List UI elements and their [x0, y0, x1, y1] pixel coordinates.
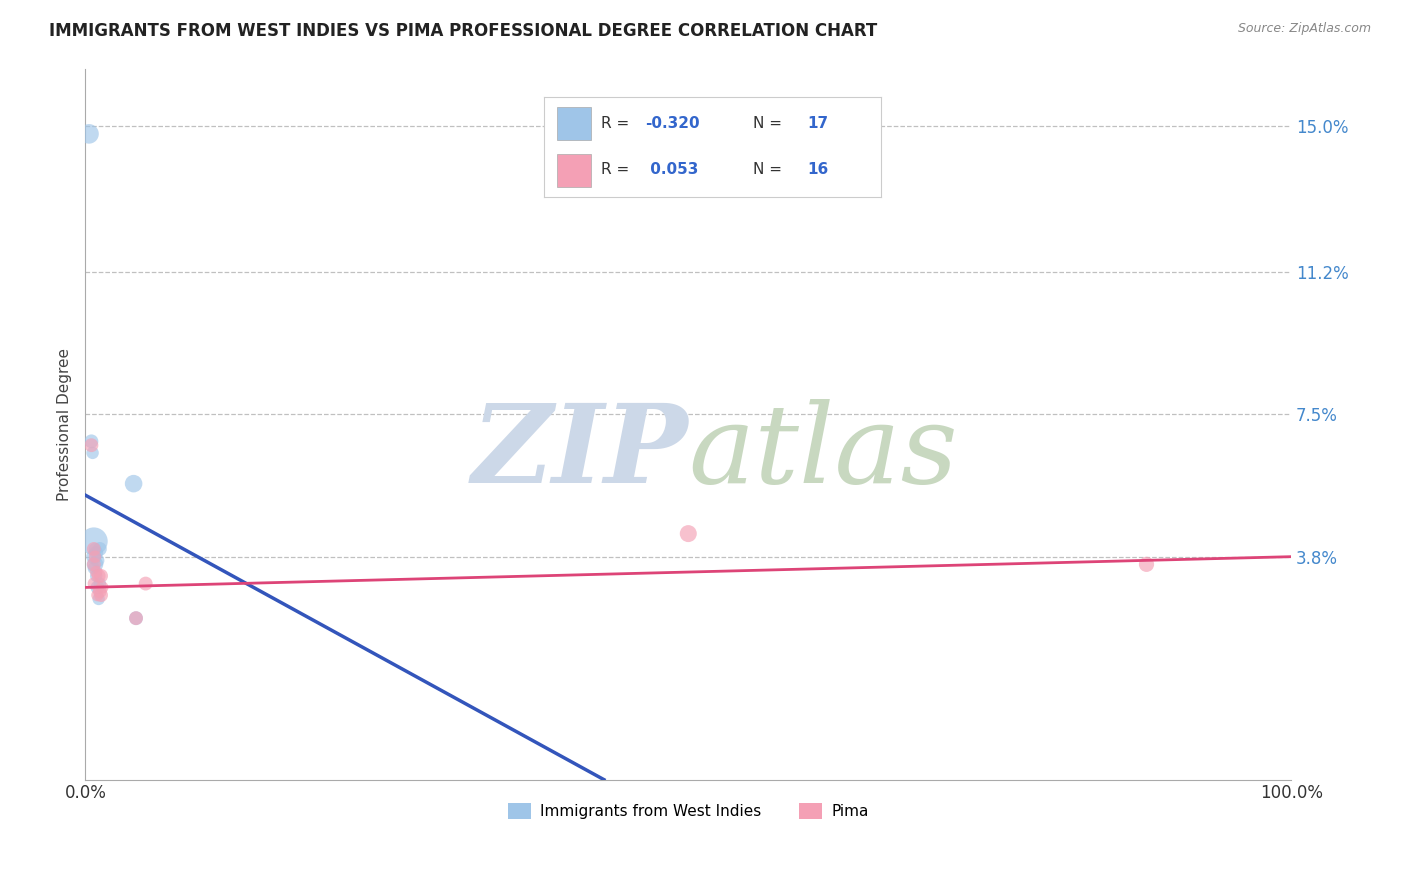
Text: Source: ZipAtlas.com: Source: ZipAtlas.com [1237, 22, 1371, 36]
Point [83, 561, 105, 575]
Point [87, 591, 110, 606]
Legend: Immigrants from West Indies, Pima: Immigrants from West Indies, Pima [502, 797, 875, 825]
Point [89, 584, 111, 599]
Point [84, 558, 107, 572]
Point [84, 565, 107, 579]
Point [83, 534, 105, 549]
Point [84, 569, 107, 583]
Point [86, 553, 108, 567]
Y-axis label: Professional Degree: Professional Degree [58, 348, 72, 500]
Point [89, 576, 111, 591]
Point [84, 541, 107, 556]
Point [86, 581, 108, 595]
Point [122, 476, 145, 491]
Text: atlas: atlas [689, 399, 957, 507]
Point [125, 611, 148, 625]
Point [1135, 558, 1157, 572]
Point [135, 576, 157, 591]
Point [91, 581, 114, 595]
Point [83, 541, 105, 556]
Point [83, 558, 105, 572]
Point [83, 549, 105, 564]
Point [125, 611, 148, 625]
Point [83, 576, 105, 591]
Text: IMMIGRANTS FROM WEST INDIES VS PIMA PROFESSIONAL DEGREE CORRELATION CHART: IMMIGRANTS FROM WEST INDIES VS PIMA PROF… [49, 22, 877, 40]
Point [80, 438, 103, 452]
Point [82, 446, 104, 460]
Point [77, 127, 100, 141]
Point [678, 526, 700, 541]
Point [84, 549, 107, 564]
Point [80, 434, 103, 449]
Point [84, 546, 107, 560]
Point [87, 569, 110, 583]
Point [89, 541, 111, 556]
Point [86, 588, 108, 602]
Point [90, 588, 112, 602]
Point [90, 569, 112, 583]
Text: ZIP: ZIP [471, 399, 689, 507]
